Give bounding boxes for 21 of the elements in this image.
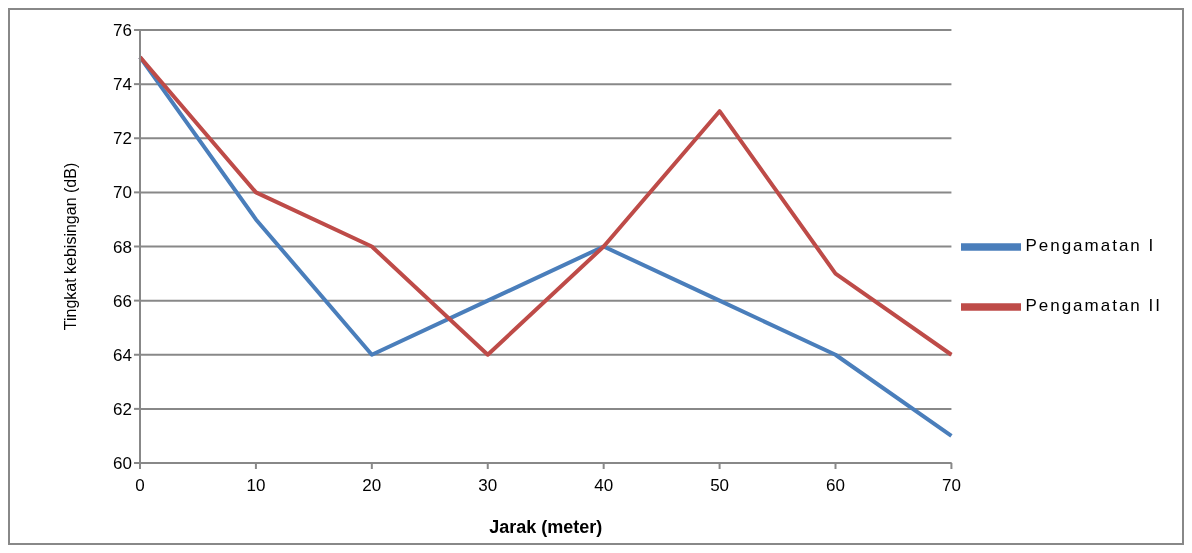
x-tick-label: 0 xyxy=(135,476,145,496)
x-tick-label: 50 xyxy=(710,476,730,496)
legend-label: Pengamatan II xyxy=(1025,295,1162,315)
x-tick-label: 10 xyxy=(246,476,266,496)
x-tick-label: 70 xyxy=(941,476,961,496)
y-tick-label: 64 xyxy=(113,345,132,365)
x-tick-label: 40 xyxy=(594,476,614,496)
y-tick-label: 72 xyxy=(113,129,132,149)
x-tick-label: 20 xyxy=(362,476,382,496)
y-tick-label: 76 xyxy=(113,21,132,41)
y-tick-label: 62 xyxy=(113,399,132,419)
legend-label: Pengamatan I xyxy=(1025,235,1156,255)
y-tick-label: 68 xyxy=(113,237,132,257)
y-tick-label: 70 xyxy=(113,183,132,203)
y-tick-label: 66 xyxy=(113,291,132,311)
x-tick-label: 30 xyxy=(478,476,498,496)
y-axis-title: Tingkat kebisingan (dB) xyxy=(61,162,79,331)
x-axis-title: Jarak (meter) xyxy=(489,517,603,537)
y-tick-label: 74 xyxy=(113,75,132,95)
y-tick-label: 60 xyxy=(113,454,132,474)
x-tick-label: 60 xyxy=(826,476,845,496)
